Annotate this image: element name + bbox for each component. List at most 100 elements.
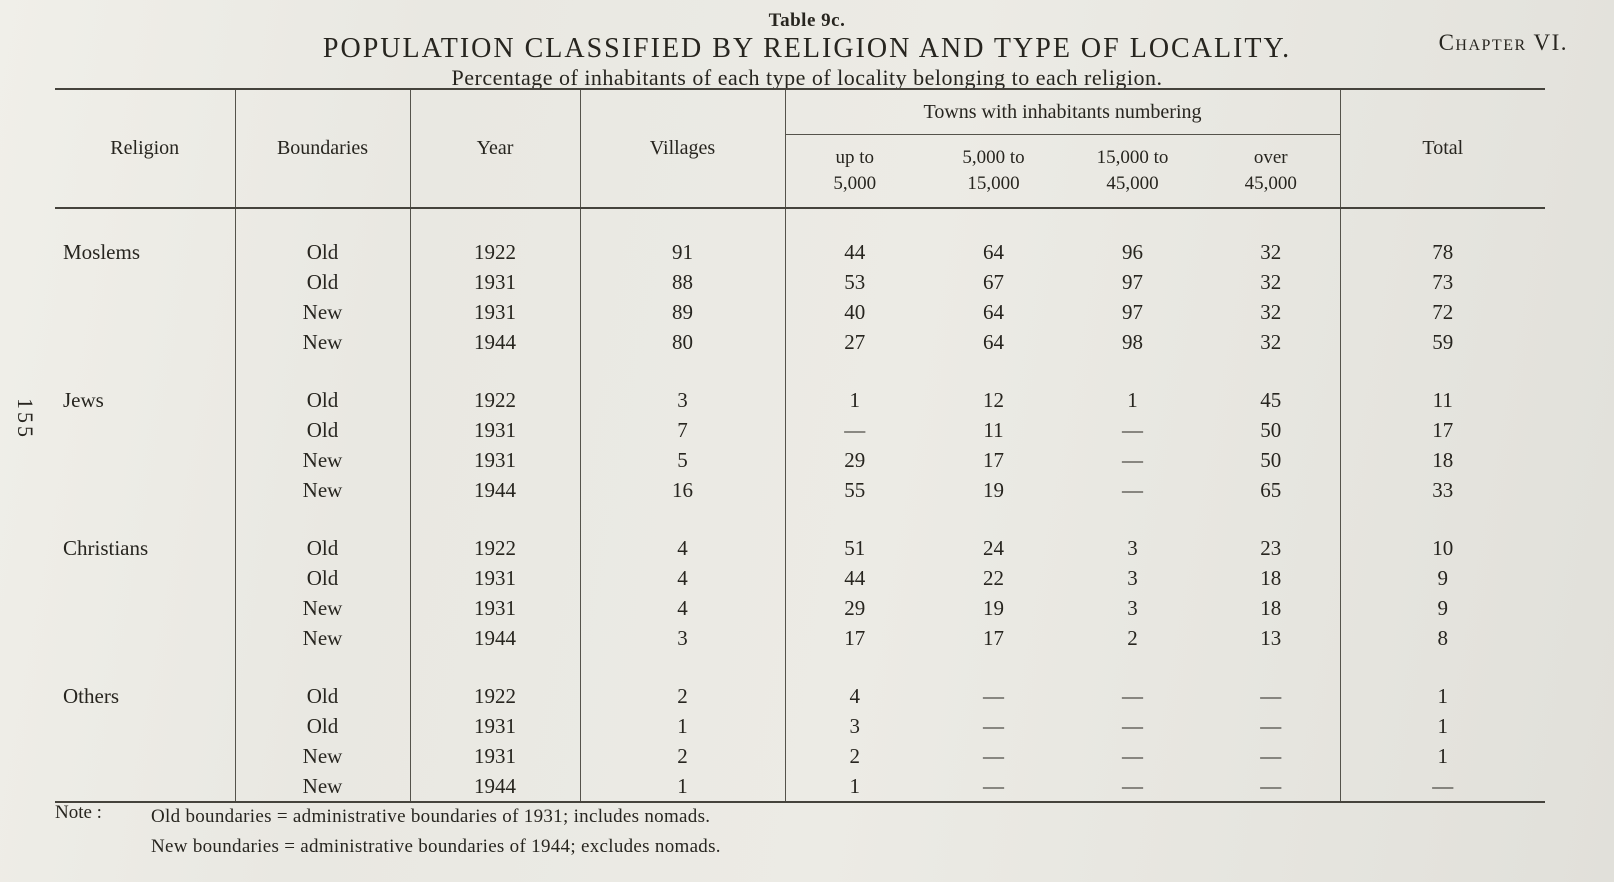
cell-town-size-3: 3 <box>1127 596 1138 620</box>
cell-boundaries: Old <box>235 267 411 297</box>
cell-villages: 3 <box>580 357 786 415</box>
cell-town-size-3: 97 <box>1122 270 1143 294</box>
cell-villages: 2 <box>580 741 786 771</box>
table-row: Old 1931 7 — 11 — 50 17 <box>55 415 1545 445</box>
cell-boundaries: New <box>235 623 411 653</box>
table-row: Others Old 1922 2 4 — — — 1 <box>55 653 1545 711</box>
cell-town-size-1: 51 <box>844 536 866 560</box>
cell-year: 1944 <box>410 327 581 357</box>
cell-boundaries: Old <box>235 505 411 563</box>
cell-total: 10 <box>1432 536 1454 560</box>
cell-year: 1944 <box>410 475 581 505</box>
cell-boundaries: New <box>235 741 411 771</box>
table-row: New 1931 5 29 17 — 50 18 <box>55 445 1545 475</box>
cell-town-size-4: 50 <box>1202 445 1341 475</box>
cell-villages: 4 <box>580 563 786 593</box>
table-row: New 1931 4 29 19 3 18 9 <box>55 593 1545 623</box>
cell-total: — <box>1432 774 1454 798</box>
cell-town-size-3: 3 <box>1127 566 1138 590</box>
cell-town-size-2: 24 <box>983 536 1004 560</box>
cell-religion <box>55 297 236 327</box>
col-header-year: Year <box>410 89 581 208</box>
cell-town-size-4: 45 <box>1202 357 1341 415</box>
header-line: over <box>1253 147 1288 169</box>
cell-total: 78 <box>1432 240 1454 264</box>
cell-total: 72 <box>1432 300 1454 324</box>
table-header: Religion Boundaries Year Villages Towns … <box>55 89 1546 209</box>
cell-town-size-2: 11 <box>983 418 1004 442</box>
cell-town-size-2: 12 <box>983 388 1004 412</box>
cell-town-size-2: 64 <box>983 240 1004 264</box>
col-header-religion: Religion <box>55 89 236 208</box>
cell-town-size-4: 18 <box>1202 563 1341 593</box>
cell-villages: 7 <box>580 415 786 445</box>
cell-religion <box>55 445 236 475</box>
table-row: Old 1931 4 44 22 3 18 9 <box>55 563 1545 593</box>
cell-town-size-1: 4 <box>849 684 861 708</box>
cell-boundaries: Old <box>235 563 411 593</box>
cell-town-size-1: 27 <box>844 330 866 354</box>
cell-religion: Christians <box>55 505 236 563</box>
cell-year: 1922 <box>410 505 581 563</box>
cell-town-size-3: 3 <box>1127 536 1138 560</box>
cell-town-size-4: — <box>1202 653 1341 711</box>
cell-year: 1922 <box>410 653 581 711</box>
cell-religion <box>55 563 236 593</box>
col-header-villages: Villages <box>580 89 786 208</box>
cell-town-size-3: 98 <box>1122 330 1143 354</box>
table-body: Moslems Old 1922 91 44 64 96 32 78 Old 1931 88 53 67 9… <box>55 208 1545 802</box>
cell-total: 17 <box>1432 418 1454 442</box>
cell-town-size-4: 32 <box>1202 267 1341 297</box>
cell-boundaries: New <box>235 327 411 357</box>
cell-year: 1931 <box>410 711 581 741</box>
cell-boundaries: New <box>235 771 411 802</box>
cell-villages: 91 <box>580 208 786 267</box>
cell-year: 1931 <box>410 741 581 771</box>
col-header-town-size-2: 5,000 to 15,000 <box>924 135 1063 209</box>
table-row: Old 1931 88 53 67 97 32 73 <box>55 267 1545 297</box>
cell-religion <box>55 415 236 445</box>
header-line: 15,000 to <box>1096 147 1169 169</box>
cell-religion: Others <box>55 653 236 711</box>
page-title: POPULATION CLASSIFIED BY RELIGION AND TY… <box>322 33 1292 64</box>
cell-villages: 3 <box>580 623 786 653</box>
cell-town-size-1: 44 <box>844 566 866 590</box>
cell-total: 18 <box>1432 448 1454 472</box>
cell-town-size-2: 19 <box>983 596 1004 620</box>
header-line: 45,000 <box>1244 173 1297 194</box>
cell-villages: 4 <box>580 505 786 563</box>
cell-religion <box>55 267 236 297</box>
table-number: Table 9c. <box>768 10 846 31</box>
cell-religion <box>55 741 236 771</box>
cell-total: 1 <box>1437 714 1449 738</box>
cell-religion <box>55 327 236 357</box>
cell-villages: 4 <box>580 593 786 623</box>
footnote-label: Note : <box>55 802 102 823</box>
cell-villages: 16 <box>580 475 786 505</box>
table-row: New 1944 1 1— — — — <box>55 771 1545 802</box>
cell-religion <box>55 771 236 802</box>
header-line: up to <box>835 147 875 169</box>
col-header-total: Total <box>1422 137 1464 159</box>
cell-town-size-2: 22 <box>983 566 1004 590</box>
cell-town-size-2: — <box>983 744 1004 768</box>
cell-town-size-3: — <box>1122 448 1143 472</box>
cell-religion: Jews <box>55 357 236 415</box>
cell-town-size-4: 32 <box>1202 208 1341 267</box>
cell-town-size-1: 29 <box>844 596 866 620</box>
table-row: New 1931 2 2— — —1 <box>55 741 1545 771</box>
cell-town-size-4: 13 <box>1202 623 1341 653</box>
cell-town-size-4: — <box>1202 741 1341 771</box>
cell-boundaries: Old <box>235 208 411 267</box>
cell-town-size-4: 23 <box>1202 505 1341 563</box>
cell-town-size-1: 55 <box>844 478 866 502</box>
table-row: New 1944 80 27 64 98 32 59 <box>55 327 1545 357</box>
cell-town-size-3: 97 <box>1122 300 1143 324</box>
cell-town-size-3: 1 <box>1127 388 1138 412</box>
cell-total: 11 <box>1432 388 1453 412</box>
col-header-town-size-3: 15,000 to 45,000 <box>1063 135 1202 209</box>
footnote-line: New boundaries = administrative boundari… <box>151 836 721 857</box>
cell-villages: 1 <box>580 711 786 741</box>
cell-town-size-3: — <box>1122 418 1143 442</box>
title-block: Table 9c. POPULATION CLASSIFIED BY RELIG… <box>0 10 1614 91</box>
